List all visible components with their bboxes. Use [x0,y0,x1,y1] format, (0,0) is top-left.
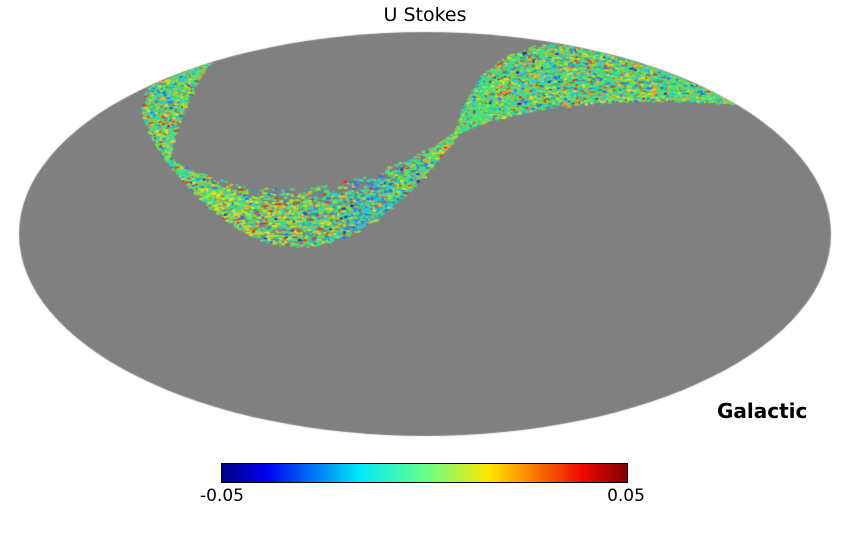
coordinate-system-label: Galactic [717,399,808,423]
colorbar-max-label: 0.05 [607,486,645,506]
colorbar-gradient [221,463,628,483]
mollweide-map-canvas [0,0,850,460]
plot-title: U Stokes [383,4,467,26]
colorbar-min-label: -0.05 [200,486,244,506]
